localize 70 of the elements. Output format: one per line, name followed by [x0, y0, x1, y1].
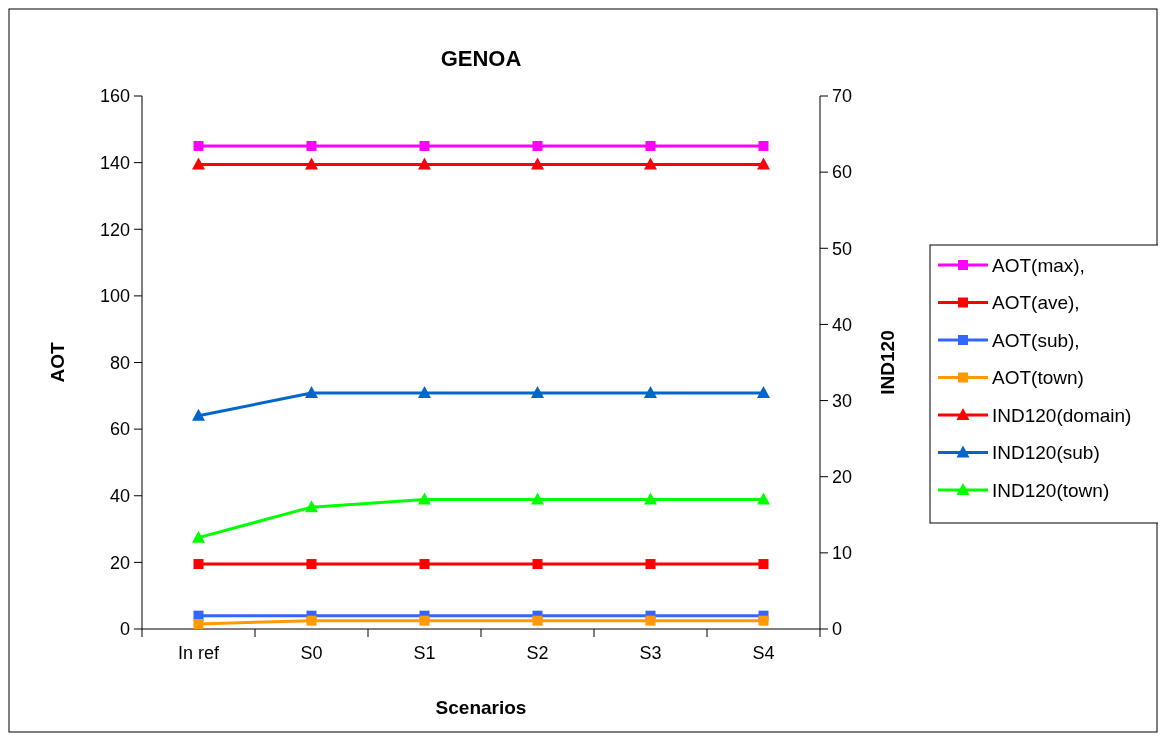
point — [758, 615, 769, 626]
point — [531, 157, 544, 170]
legend-label: AOT(max), — [992, 254, 1085, 276]
point — [419, 615, 430, 626]
point — [418, 385, 431, 398]
point — [644, 492, 657, 505]
point — [305, 157, 318, 170]
x-tick-label: In ref — [177, 643, 220, 663]
point — [757, 492, 770, 505]
y2-tick-label: 60 — [832, 162, 853, 183]
legend-label: AOT(town) — [992, 367, 1084, 389]
point — [645, 615, 656, 626]
point — [192, 157, 205, 170]
point — [532, 140, 543, 151]
y2-tick-label: 20 — [832, 467, 853, 488]
y-tick-label: 100 — [99, 286, 130, 307]
legend-label: IND120(domain) — [992, 404, 1132, 426]
point — [306, 140, 317, 151]
point — [306, 615, 317, 626]
point — [419, 140, 430, 151]
legend-label: AOT(ave), — [992, 292, 1080, 314]
point — [531, 385, 544, 398]
point — [644, 157, 657, 170]
point — [193, 559, 204, 570]
x-tick-label: S3 — [639, 643, 662, 663]
y-axis-title: AOT — [47, 342, 68, 383]
y2-tick-label: 30 — [832, 390, 853, 411]
y-tick-label: 60 — [109, 419, 130, 440]
point — [758, 559, 769, 570]
x-tick-label: S0 — [300, 643, 323, 663]
chart-title: GENOA — [440, 46, 522, 71]
point — [193, 140, 204, 151]
x-tick-label: S2 — [526, 643, 549, 663]
y-tick-label: 140 — [99, 152, 130, 173]
y2-tick-label: 50 — [832, 238, 853, 259]
y2-tick-label: 70 — [832, 86, 853, 107]
y-tick-label: 120 — [99, 219, 130, 240]
y-tick-label: 40 — [109, 486, 130, 507]
y2-tick-label: 40 — [832, 314, 853, 335]
point — [305, 500, 318, 513]
legend-label: AOT(sub), — [992, 329, 1080, 351]
y2-tick-label: 10 — [832, 543, 853, 564]
point — [418, 157, 431, 170]
point — [531, 492, 544, 505]
y-tick-label: 20 — [109, 552, 130, 573]
point — [306, 559, 317, 570]
point — [645, 140, 656, 151]
point — [757, 157, 770, 170]
point — [305, 385, 318, 398]
legend-label: IND120(town) — [992, 479, 1110, 501]
y-tick-label: 160 — [99, 86, 130, 107]
point — [757, 385, 770, 398]
point — [645, 559, 656, 570]
point — [193, 619, 204, 629]
point — [644, 385, 657, 398]
y-tick-label: 0 — [119, 619, 130, 640]
point — [532, 559, 543, 570]
point — [192, 530, 205, 543]
point — [532, 615, 543, 626]
point — [192, 408, 205, 421]
y2-axis-title: IND120 — [877, 330, 898, 395]
y-tick-label: 80 — [109, 352, 130, 373]
point — [419, 559, 430, 570]
x-tick-label: S4 — [752, 643, 775, 663]
x-tick-label: S1 — [413, 643, 436, 663]
x-axis-title: Scenarios — [435, 697, 527, 718]
legend-label: IND120(sub) — [992, 442, 1100, 464]
point — [758, 140, 769, 151]
point — [418, 492, 431, 505]
y2-tick-label: 0 — [832, 619, 843, 640]
